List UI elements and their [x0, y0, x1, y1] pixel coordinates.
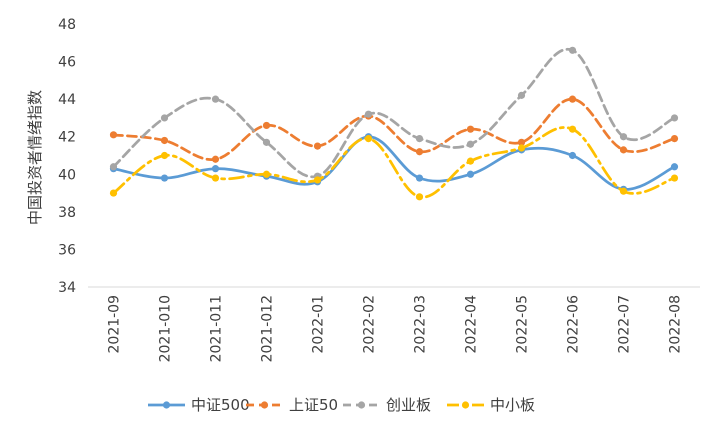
y-tick-label: 42: [58, 130, 76, 146]
data-point: [670, 134, 679, 143]
data-point: [619, 133, 628, 141]
series-line: [112, 126, 676, 199]
y-tick-label: 44: [58, 92, 76, 108]
x-tick-label: 2022-03: [413, 295, 429, 354]
data-point: [109, 163, 118, 171]
data-point: [364, 110, 373, 118]
x-tick-label: 2021-012: [260, 295, 276, 362]
data-point: [568, 46, 577, 54]
data-point: [568, 125, 577, 133]
x-tick-label: 2021-011: [209, 295, 225, 362]
data-point: [160, 114, 169, 122]
y-tick-label: 38: [58, 205, 76, 221]
data-point: [670, 163, 679, 171]
legend-item: 中小板: [447, 396, 535, 414]
data-point: [160, 151, 169, 160]
series-line: [112, 97, 676, 161]
x-tick-label: 2022-01: [311, 295, 327, 354]
data-point: [109, 131, 118, 139]
x-tick-label: 2022-08: [668, 295, 684, 354]
x-tick-label: 2022-02: [362, 295, 378, 354]
x-tick-label: 2022-07: [617, 295, 633, 354]
y-tick-labels: 34 36 38 40 42 44 46 48: [58, 17, 76, 296]
legend-item: 中证500: [148, 396, 250, 414]
y-tick-label: 48: [58, 17, 76, 33]
data-point: [466, 157, 475, 165]
data-point: [262, 138, 271, 146]
series-2: [109, 95, 679, 163]
data-point: [619, 146, 628, 154]
data-point: [415, 148, 424, 156]
data-point: [211, 155, 220, 163]
data-point: [619, 187, 628, 195]
y-tick-label: 40: [58, 167, 76, 183]
x-tick-label: 2021-010: [158, 295, 174, 362]
data-point: [415, 134, 424, 143]
data-point: [466, 170, 475, 178]
data-point: [109, 189, 118, 197]
y-tick-label: 36: [58, 242, 76, 258]
series-4: [109, 125, 679, 201]
data-point: [415, 193, 424, 201]
legend-swatch-marker: [162, 401, 171, 409]
data-point: [160, 174, 169, 182]
data-point: [466, 125, 475, 133]
series-1: [109, 133, 679, 193]
data-point: [211, 95, 220, 103]
data-point: [466, 140, 475, 148]
data-point: [670, 174, 679, 182]
data-point: [670, 114, 679, 122]
x-tick-labels: 2021-09 2021-010 2021-011 2021-012 2022-01 20…: [107, 295, 684, 362]
legend-label: 创业板: [386, 396, 431, 414]
data-point: [364, 134, 373, 143]
legend-swatch-marker: [260, 401, 269, 409]
y-tick-label: 34: [58, 280, 76, 296]
legend-item: 创业板: [343, 396, 431, 414]
series-line: [112, 135, 676, 191]
legend-swatch-marker: [461, 401, 470, 409]
x-tick-label: 2022-05: [515, 295, 531, 354]
data-point: [262, 170, 271, 178]
data-point: [415, 174, 424, 182]
legend-label: 中小板: [490, 396, 535, 414]
data-point: [313, 176, 322, 184]
data-point: [517, 138, 526, 146]
legend-swatch-marker: [357, 401, 366, 409]
y-tick-label: 46: [58, 55, 76, 71]
series-layer: [109, 46, 679, 201]
x-tick-label: 2022-04: [464, 295, 480, 354]
data-point: [262, 121, 271, 130]
data-point: [568, 151, 577, 160]
data-point: [517, 91, 526, 99]
data-point: [211, 165, 220, 173]
data-point: [568, 95, 577, 103]
data-point: [160, 136, 169, 145]
data-point: [313, 142, 322, 150]
x-tick-label: 2022-06: [566, 295, 582, 354]
legend-label: 中证500: [191, 396, 250, 414]
legend-label: 上证50: [289, 396, 338, 414]
legend-item: 上证50: [246, 396, 338, 414]
legend: 中证500 上证50 创业板 中小板: [148, 396, 535, 414]
data-point: [211, 174, 220, 182]
data-point: [517, 144, 526, 152]
y-axis-label: 中国投资者情绪指数: [26, 90, 44, 225]
x-tick-label: 2021-09: [107, 295, 123, 354]
